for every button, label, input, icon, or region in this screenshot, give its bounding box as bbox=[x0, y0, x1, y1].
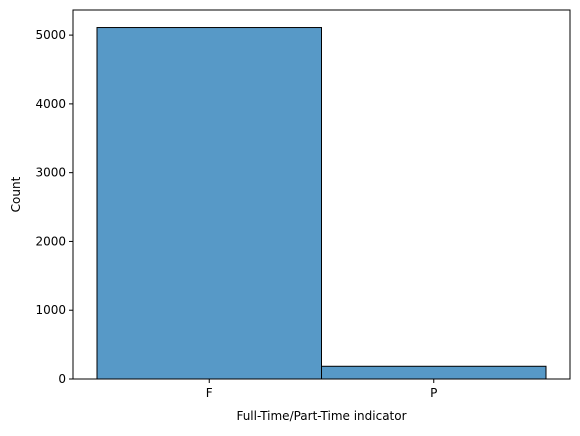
y-tick-label: 3000 bbox=[35, 166, 66, 180]
y-tick-label: 0 bbox=[58, 372, 66, 386]
axes-layer bbox=[72, 9, 571, 380]
bars-layer bbox=[96, 27, 547, 380]
x-tick-label: F bbox=[206, 386, 213, 400]
y-tick-label: 1000 bbox=[35, 303, 66, 317]
y-tick-label: 4000 bbox=[35, 97, 66, 111]
bar-P bbox=[321, 365, 547, 380]
plot-frame bbox=[72, 9, 571, 380]
y-tick-label: 5000 bbox=[35, 28, 66, 42]
x-axis-label: Full-Time/Part-Time indicator bbox=[236, 409, 406, 423]
y-axis-label: Count bbox=[9, 176, 23, 212]
y-tick-label: 2000 bbox=[35, 234, 66, 248]
bar-F bbox=[96, 27, 322, 380]
x-tick-label: P bbox=[430, 386, 437, 400]
y-axis-ticks: 0 1000 2000 3000 4000 5000 bbox=[35, 28, 73, 386]
